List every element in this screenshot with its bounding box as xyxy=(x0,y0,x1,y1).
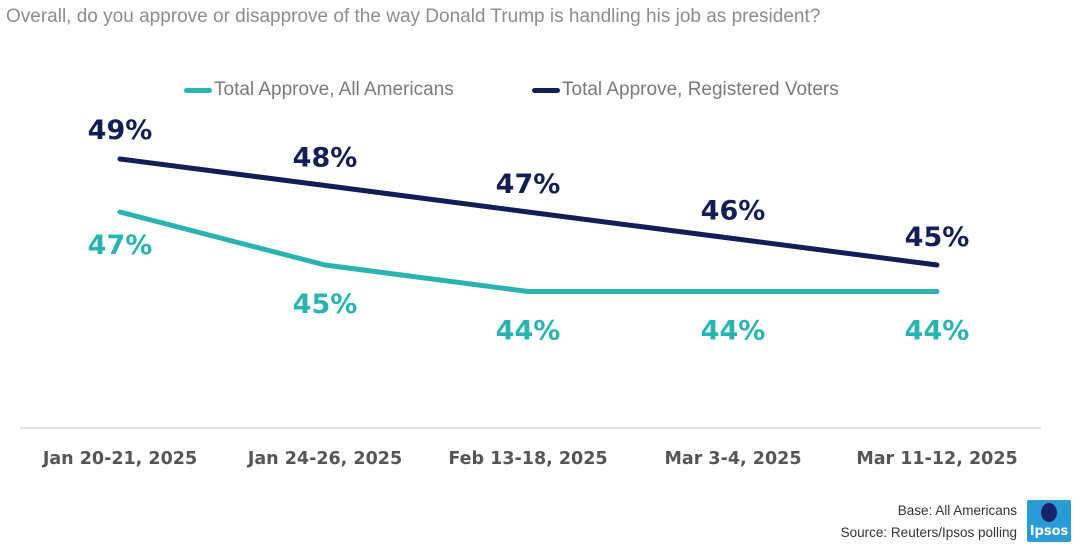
x-tick-layer: Jan 20-21, 2025 Jan 24-26, 2025 Feb 13-18,… xyxy=(42,449,1018,469)
data-label-total-approve-registered-voters-2: 47% xyxy=(496,169,561,200)
logo-mark xyxy=(1041,503,1057,522)
x-tick-label: Mar 11-12, 2025 xyxy=(856,449,1017,469)
ipsos-logo: Ipsos xyxy=(1027,500,1071,542)
data-label-layer: 47% 45% 44% 44% 44% 49% 48% 47% 46% 45% xyxy=(88,115,970,347)
data-label-total-approve-all-americans-4: 44% xyxy=(905,316,970,347)
series-layer xyxy=(117,156,940,294)
data-label-total-approve-all-americans-3: 44% xyxy=(701,316,766,347)
data-label-total-approve-registered-voters-1: 48% xyxy=(293,143,358,174)
x-tick-label: Jan 24-26, 2025 xyxy=(247,449,402,469)
legend-swatch-all-americans xyxy=(184,87,212,93)
data-label-total-approve-all-americans-0: 47% xyxy=(88,230,153,261)
legend-label-registered-voters: Total Approve, Registered Voters xyxy=(562,79,839,100)
series-line-total-approve-registered-voters xyxy=(117,156,940,268)
legend-item-registered-voters: Total Approve, Registered Voters xyxy=(532,78,839,102)
x-tick-label: Jan 20-21, 2025 xyxy=(42,449,197,469)
legend-swatch-registered-voters xyxy=(532,87,560,93)
data-label-total-approve-registered-voters-3: 46% xyxy=(701,196,766,227)
data-label-total-approve-all-americans-2: 44% xyxy=(496,316,561,347)
x-tick-label: Feb 13-18, 2025 xyxy=(448,449,607,469)
data-label-total-approve-registered-voters-4: 45% xyxy=(905,222,970,253)
data-label-total-approve-registered-voters-0: 49% xyxy=(88,115,153,146)
series-line-total-approve-all-americans xyxy=(117,209,940,294)
x-tick-label: Mar 3-4, 2025 xyxy=(664,449,801,469)
footer-base: Base: All Americans xyxy=(897,503,1017,518)
logo-text: Ipsos xyxy=(1029,524,1069,539)
legend-label-all-americans: Total Approve, All Americans xyxy=(214,79,454,100)
chart-title: Overall, do you approve or disapprove of… xyxy=(6,6,821,27)
footer-source: Source: Reuters/Ipsos polling xyxy=(840,525,1017,540)
data-label-total-approve-all-americans-1: 45% xyxy=(293,289,358,320)
legend-item-all-americans: Total Approve, All Americans xyxy=(184,78,454,102)
